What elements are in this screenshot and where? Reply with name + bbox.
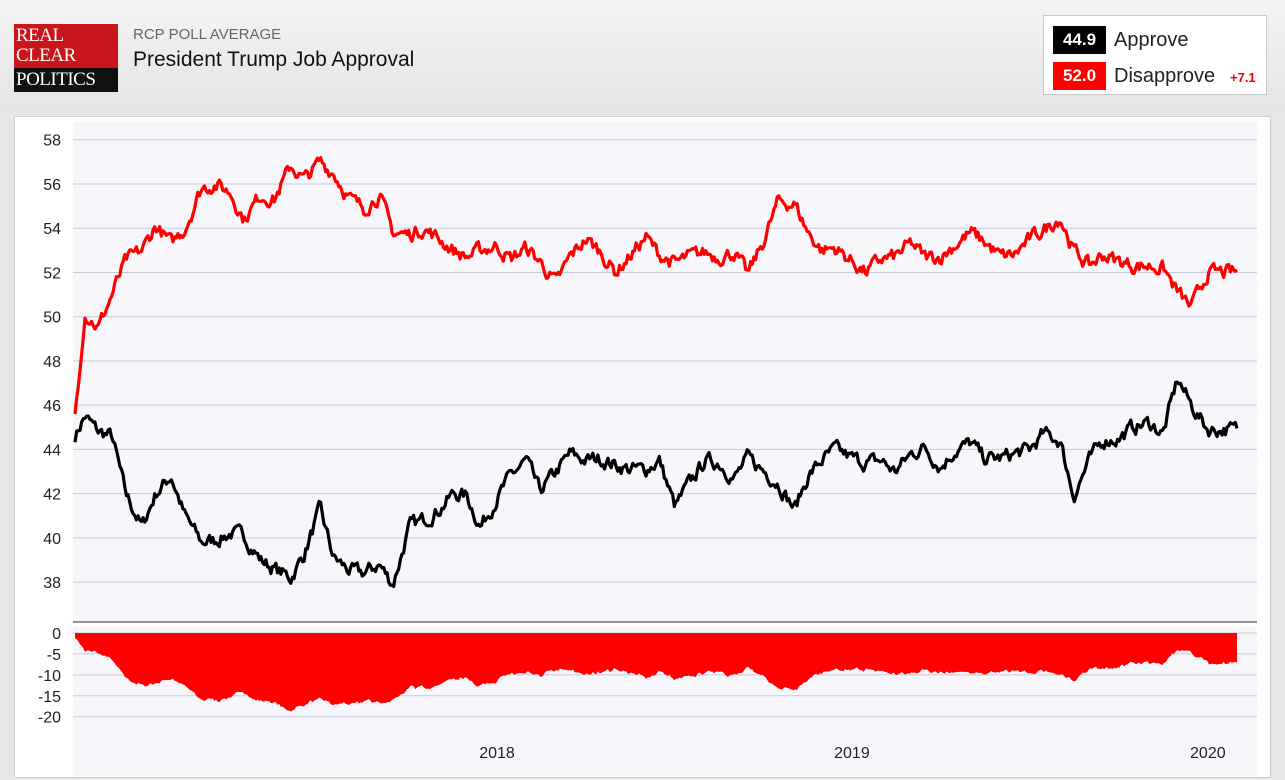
y-tick-label: 56 bbox=[43, 177, 61, 194]
x-tick-label: 2020 bbox=[1190, 745, 1226, 762]
spread-y-tick-label: -20 bbox=[38, 710, 61, 727]
disapprove-label: Disapprove bbox=[1114, 65, 1216, 87]
x-tick-label: 2019 bbox=[834, 745, 870, 762]
x-tick-label: 2018 bbox=[479, 745, 515, 762]
approve-label: Approve bbox=[1114, 29, 1189, 51]
spread-value: +7.1 bbox=[1230, 70, 1256, 85]
main-plot-area bbox=[73, 122, 1257, 622]
approve-value-badge: 44.9 bbox=[1053, 26, 1106, 54]
logo-line-politics: POLITICS bbox=[16, 69, 96, 90]
spread-y-tick-label: -5 bbox=[47, 647, 61, 664]
y-tick-label: 58 bbox=[43, 133, 61, 150]
y-tick-label: 54 bbox=[43, 221, 61, 238]
spread-area bbox=[75, 633, 1237, 712]
approve-line bbox=[73, 380, 1239, 589]
y-tick-label: 38 bbox=[43, 575, 61, 592]
x-axis-area bbox=[73, 723, 1257, 777]
y-tick-label: 52 bbox=[43, 265, 61, 282]
disapprove-line bbox=[73, 156, 1238, 415]
logo-line-clear: CLEAR bbox=[16, 45, 76, 66]
legend-approve[interactable]: 44.9 Approve bbox=[1053, 26, 1263, 54]
rcp-logo[interactable]: REAL CLEAR POLITICS bbox=[14, 24, 118, 92]
y-tick-label: 46 bbox=[43, 398, 61, 415]
y-tick-label: 42 bbox=[43, 487, 61, 504]
spread-y-tick-label: -10 bbox=[38, 668, 61, 685]
y-tick-label: 50 bbox=[43, 310, 61, 327]
y-tick-label: 48 bbox=[43, 354, 61, 371]
spread-y-tick-label: -15 bbox=[38, 689, 61, 706]
y-tick-label: 40 bbox=[43, 531, 61, 548]
header: REAL CLEAR POLITICS RCP POLL AVERAGE Pre… bbox=[0, 0, 1285, 112]
legend-disapprove[interactable]: 52.0 Disapprove +7.1 bbox=[1053, 62, 1263, 90]
chart-panel: 38 40 42 44 46 48 50 52 54 56 58 0 -5 -10 -15 -20 2018 20… bbox=[14, 116, 1271, 778]
approval-chart[interactable]: 38 40 42 44 46 48 50 52 54 56 58 0 -5 -10 -15 -20 2018 20… bbox=[15, 117, 1270, 777]
logo-line-real: REAL bbox=[16, 25, 64, 46]
disapprove-value-badge: 52.0 bbox=[1053, 62, 1106, 90]
logo-politics-bar: POLITICS bbox=[14, 68, 118, 92]
legend: 44.9 Approve 52.0 Disapprove +7.1 bbox=[1043, 15, 1267, 95]
spread-y-tick-label: 0 bbox=[52, 626, 61, 643]
chart-title: President Trump Job Approval bbox=[133, 48, 415, 71]
chart-subtitle: RCP POLL AVERAGE bbox=[133, 26, 282, 43]
y-tick-label: 44 bbox=[43, 442, 61, 459]
